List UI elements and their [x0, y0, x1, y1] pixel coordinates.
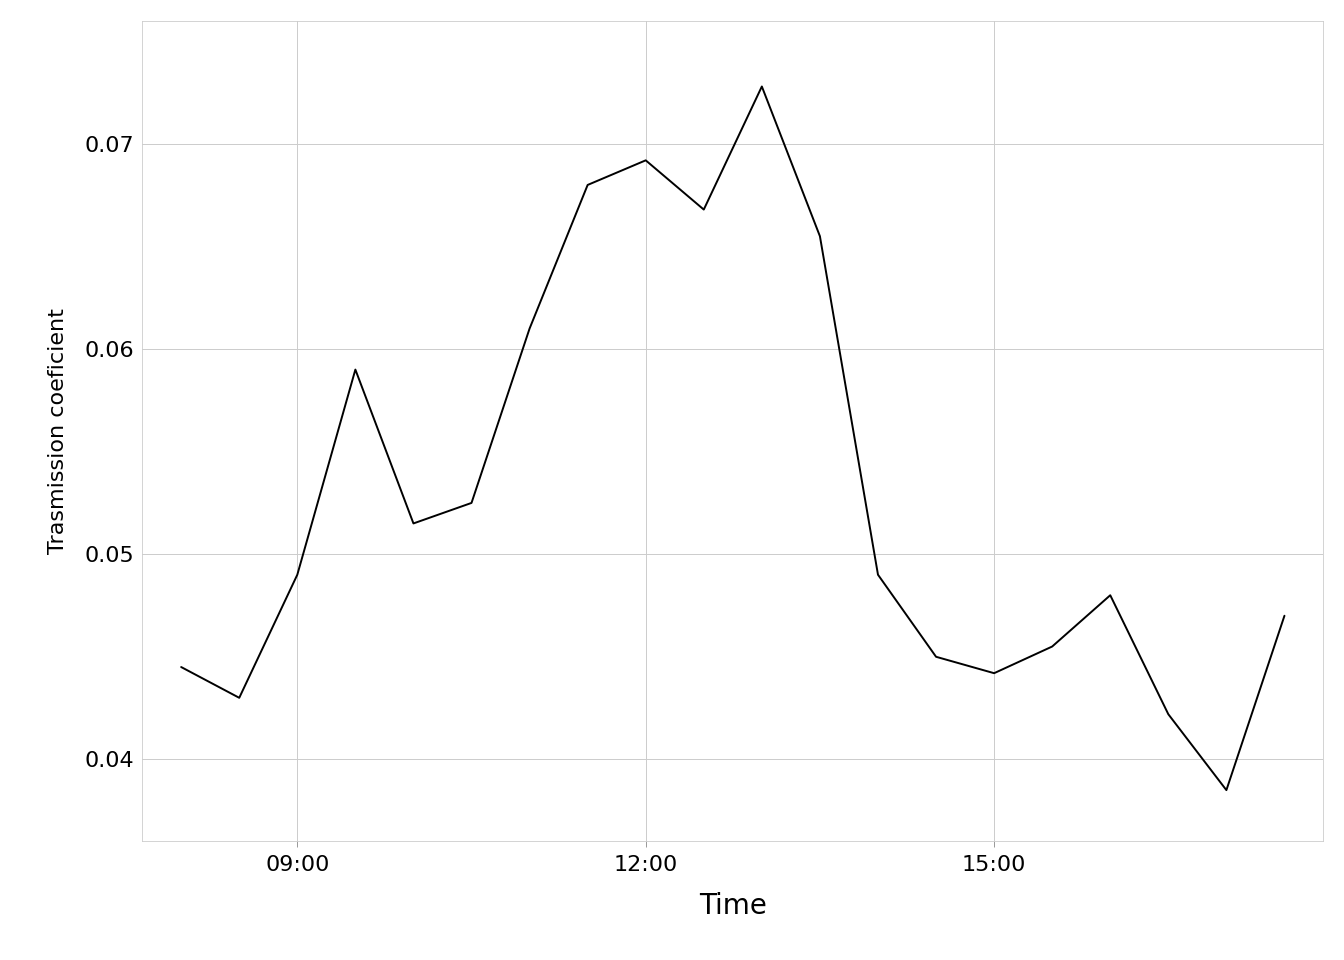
Y-axis label: Trasmission coeficient: Trasmission coeficient — [48, 308, 67, 554]
X-axis label: Time: Time — [699, 892, 767, 920]
